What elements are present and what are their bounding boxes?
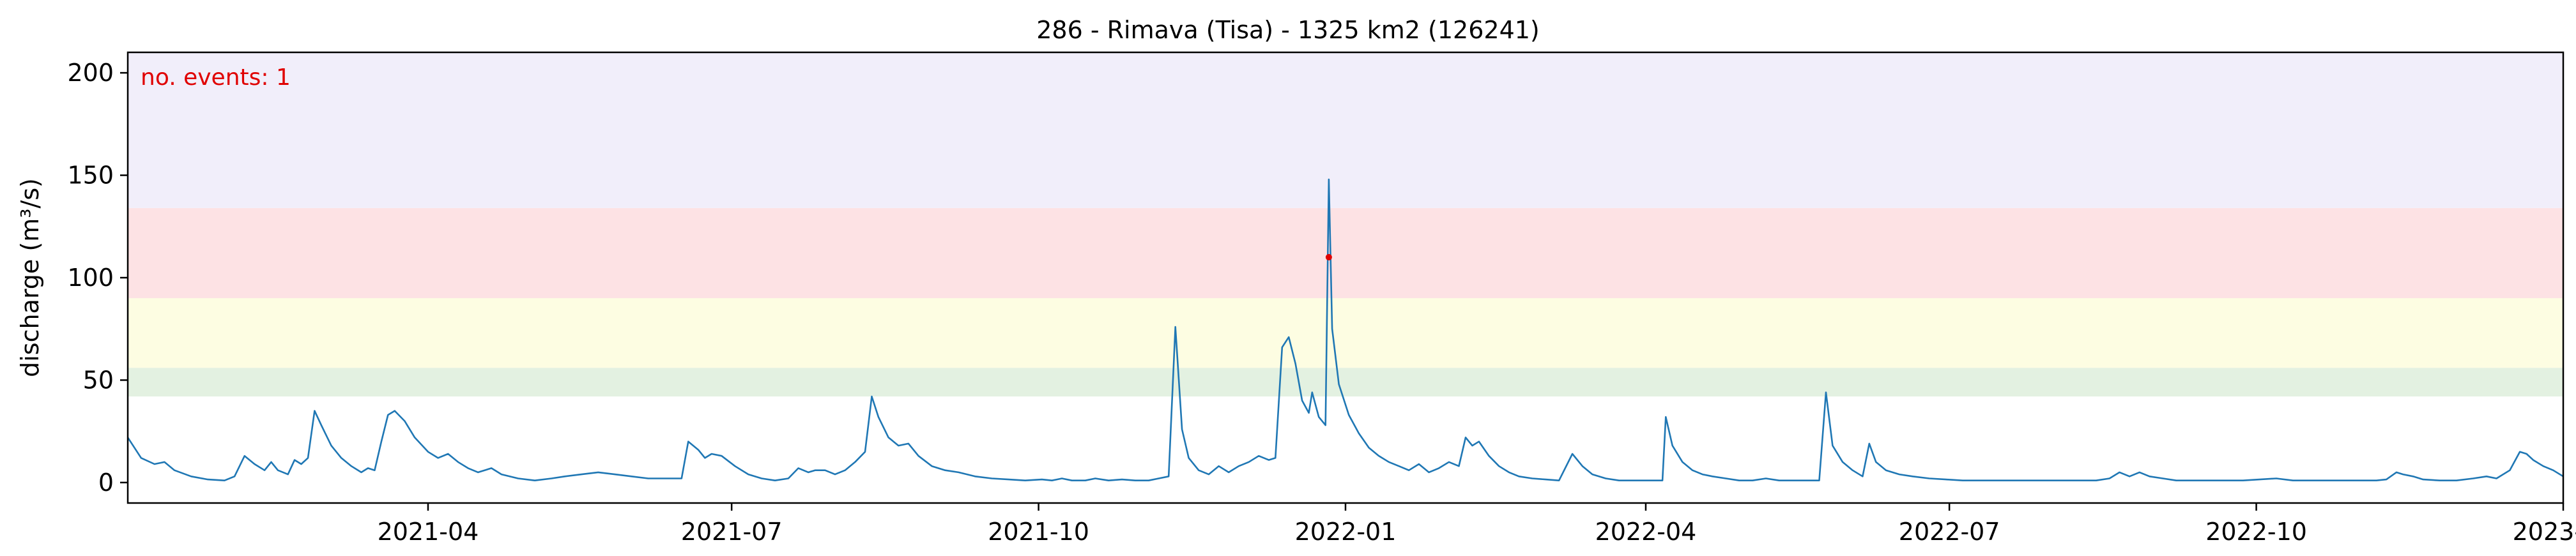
chart-title: 286 - Rimava (Tisa) - 1325 km2 (126241) [1036, 16, 1540, 44]
event-point-1 [1325, 253, 1332, 260]
x-tick-label-2023-01: 2023-01 [2513, 518, 2576, 546]
series-line-1 [126, 178, 2564, 481]
y-tick-label-150: 150 [67, 162, 114, 190]
x-tick-label-2022-01: 2022-01 [1295, 518, 1397, 546]
y-tick-label-0: 0 [98, 469, 114, 497]
events-annotation: no. events: 1 [141, 64, 291, 91]
x-tick-label-2022-04: 2022-04 [1595, 518, 1697, 546]
threshold-band-1 [128, 368, 2563, 397]
y-axis: 0 50 100 150 200 [67, 59, 128, 497]
threshold-bands [128, 52, 2563, 397]
threshold-band-3 [128, 207, 2563, 299]
x-tick-label-2022-10: 2022-10 [2205, 518, 2307, 546]
event-markers [1325, 253, 1332, 260]
series-layer [126, 178, 2564, 481]
threshold-band-4 [128, 52, 2563, 208]
x-tick-label-2021-04: 2021-04 [378, 518, 479, 546]
threshold-band-2 [128, 298, 2563, 368]
y-tick-label-200: 200 [67, 59, 114, 87]
x-axis: 2021-04 2021-07 2021-10 2022-01 2022-04 2022-… [378, 503, 2576, 546]
y-tick-label-100: 100 [67, 264, 114, 292]
x-tick-label-2021-07: 2021-07 [681, 518, 783, 546]
x-tick-label-2021-10: 2021-10 [988, 518, 1089, 546]
y-tick-label-50: 50 [83, 366, 114, 394]
y-axis-label: discharge (m³/s) [16, 178, 44, 377]
x-tick-label-2022-07: 2022-07 [1899, 518, 2000, 546]
